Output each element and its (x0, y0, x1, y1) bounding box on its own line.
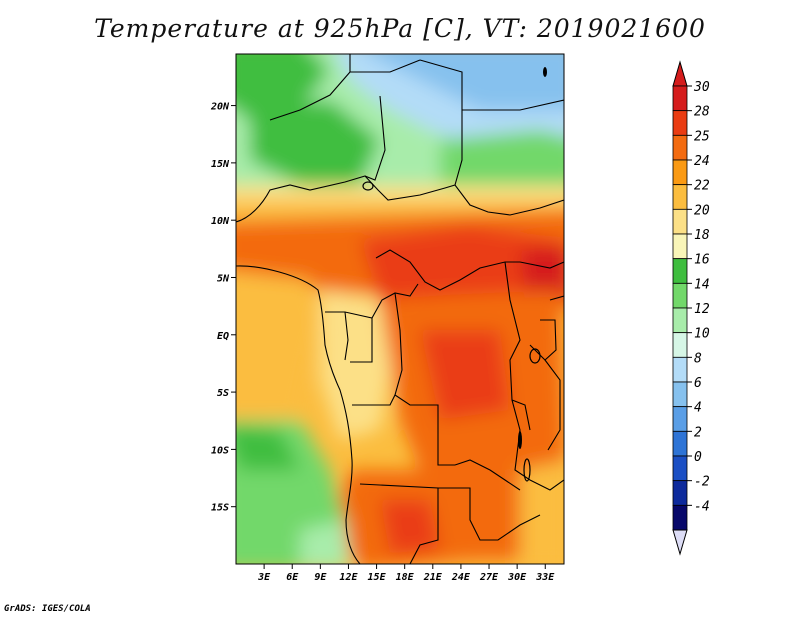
colorbar-label: 0 (694, 450, 702, 465)
colorbar-label: 8 (694, 351, 702, 366)
colorbar-swatch (672, 430, 688, 457)
country-borders (236, 54, 564, 564)
colorbar-min-arrow (672, 529, 688, 556)
lon-tick-label: 24E (451, 572, 471, 583)
lon-tick-label: 12E (339, 572, 358, 583)
colorbar-swatch (672, 282, 688, 309)
colorbar-swatch (672, 356, 688, 383)
latitude-axis: 20N 15N 10N 5N EQ 5S 10S 15S (210, 102, 236, 514)
colorbar-swatch (672, 258, 688, 284)
colorbar-label: 30 (693, 80, 710, 95)
lat-tick-label: EQ (217, 331, 229, 342)
colorbar-label: 2 (694, 425, 702, 440)
lat-tick-label: 15S (211, 503, 229, 514)
colorbar-swatch (672, 504, 688, 531)
colorbar-label: 10 (694, 327, 710, 342)
lon-tick-label: 9E (314, 572, 327, 583)
colorbar-label: 4 (694, 401, 702, 416)
lon-tick-label: 15E (368, 572, 387, 583)
colorbar-swatch (672, 184, 688, 210)
lat-tick-label: 20N (210, 102, 230, 113)
colorbar-label: 28 (694, 105, 710, 120)
chart-title: Temperature at 925hPa [C], VT: 201902160… (94, 14, 706, 43)
colorbar-swatch (672, 233, 688, 260)
colorbar-label: 12 (694, 302, 710, 317)
colorbar-label: 16 (694, 253, 710, 268)
colorbar-label: 25 (694, 129, 710, 144)
lat-tick-label: 10N (211, 216, 230, 227)
colorbar-swatch (672, 307, 688, 334)
colorbar-label: 6 (694, 376, 702, 391)
colorbar-label: 20 (694, 203, 710, 218)
lon-tick-label: 33E (535, 572, 555, 583)
colorbar-label: 14 (694, 277, 710, 292)
colorbar-max-arrow (672, 60, 688, 87)
colorbar-label: 22 (694, 179, 710, 194)
colorbar-swatch (672, 381, 688, 408)
lon-tick-label: 21E (423, 572, 443, 583)
lon-tick-label: 6E (286, 572, 299, 583)
lakes (362, 67, 547, 482)
lat-tick-label: 5S (217, 388, 229, 399)
colorbar-swatch (672, 159, 688, 186)
lon-tick-label: 18E (396, 572, 415, 583)
credit-label: GrADS: IGES/COLA (4, 604, 91, 614)
colorbar-swatch (672, 134, 688, 161)
map-frame (235, 53, 565, 565)
lon-tick-label: 3E (257, 572, 271, 583)
colorbar-swatch (672, 480, 688, 506)
lat-tick-label: 15N (211, 159, 230, 170)
colorbar-swatch (672, 406, 688, 432)
colorbar-swatch (672, 85, 688, 112)
colorbar-label: 18 (694, 228, 710, 243)
colorbar-swatch (672, 332, 688, 358)
lat-tick-label: 5N (217, 273, 230, 284)
colorbar-label: 24 (694, 154, 710, 169)
lon-tick-label: 30E (507, 572, 527, 583)
longitude-axis: 3E 6E 9E 12E 15E 18E 21E 24E 27E 30E 33E (257, 564, 555, 583)
lon-tick-label: 27E (479, 572, 499, 583)
lat-tick-label: 10S (211, 445, 229, 456)
colorbar-label: -4 (694, 499, 710, 514)
colorbar-swatch (672, 455, 688, 482)
colorbar-swatch (672, 208, 688, 235)
colorbar-swatch (672, 110, 688, 136)
temperature-field (236, 54, 564, 564)
colorbar-label: -2 (694, 475, 710, 490)
